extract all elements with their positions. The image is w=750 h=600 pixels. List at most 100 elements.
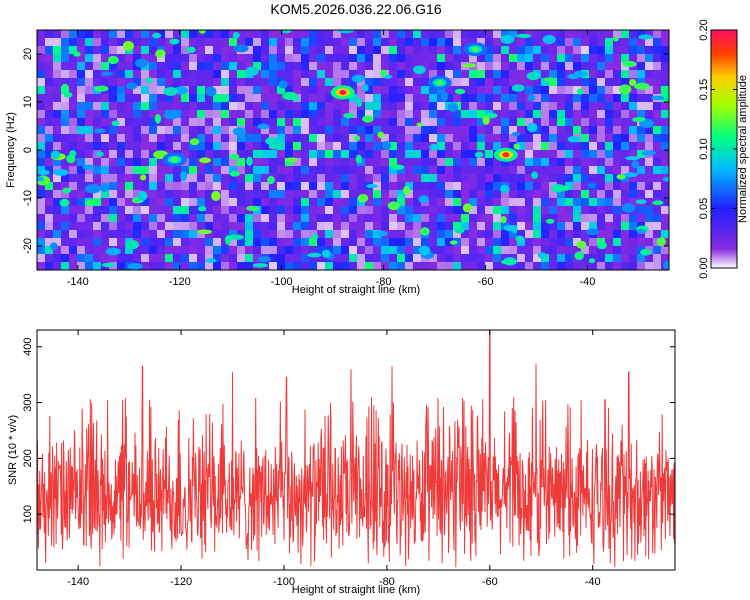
heatmap-cell: [325, 78, 333, 86]
heatmap-cell: [221, 182, 229, 190]
heatmap-cell: [109, 126, 117, 134]
heatmap-cell: [573, 102, 581, 110]
heatmap-cell: [117, 158, 125, 166]
heatmap-cell: [413, 102, 421, 110]
heatmap-cell: [557, 190, 565, 198]
heatmap-cell: [493, 78, 501, 86]
heatmap-cell: [365, 238, 373, 246]
heatmap-cell: [269, 94, 277, 102]
heatmap-cell: [629, 190, 637, 198]
heatmap-cell: [453, 206, 461, 214]
heatmap-cell: [149, 142, 157, 150]
heatmap-cell: [229, 166, 237, 174]
heatmap-cell: [157, 78, 165, 86]
heatmap-cell: [621, 182, 629, 190]
heatmap-cell: [293, 230, 301, 238]
heatmap-cell: [397, 166, 405, 174]
heatmap-cell: [533, 174, 541, 182]
heatmap-cell: [541, 142, 549, 150]
heatmap-cell: [285, 46, 293, 54]
heatmap-cell: [325, 118, 333, 126]
heatmap-cell: [101, 54, 109, 62]
heatmap-cell: [581, 46, 589, 54]
heatmap-cell: [237, 86, 245, 94]
heatmap-cell: [637, 78, 645, 86]
heatmap-cell: [541, 254, 549, 262]
heatmap-cell: [165, 190, 173, 198]
heatmap-cell: [277, 94, 285, 102]
heatmap-cell: [309, 70, 317, 78]
heatmap-cell: [221, 230, 229, 238]
heatmap-cell: [605, 150, 613, 158]
heatmap-cell: [461, 38, 469, 46]
heatmap-cell: [405, 198, 413, 206]
heatmap-cell: [197, 142, 205, 150]
heatmap-cell: [357, 126, 365, 134]
heatmap-cell: [357, 182, 365, 190]
heatmap-cell: [381, 102, 389, 110]
heatmap-cell: [637, 94, 645, 102]
heatmap-cell: [469, 126, 477, 134]
heatmap-cell: [165, 46, 173, 54]
heatmap-cell: [109, 38, 117, 46]
heatmap-cell: [77, 30, 85, 38]
heatmap-cell: [429, 94, 437, 102]
heatmap-cell: [453, 262, 461, 270]
heatmap-cell: [453, 70, 461, 78]
heatmap-cell: [309, 78, 317, 86]
heatmap-cell: [469, 38, 477, 46]
heatmap-cell: [101, 198, 109, 206]
heatmap-cell: [421, 166, 429, 174]
heatmap-cell: [237, 134, 245, 142]
heatmap-cell: [565, 230, 573, 238]
heatmap-cell: [485, 38, 493, 46]
heatmap-cell: [365, 166, 373, 174]
heatmap-cell: [205, 254, 213, 262]
heatmap-cell: [189, 38, 197, 46]
heatmap-cell: [125, 222, 133, 230]
heatmap-cell: [389, 30, 397, 38]
heatmap-cell: [645, 62, 653, 70]
heatmap-cell: [261, 158, 269, 166]
heatmap-cell: [517, 118, 525, 126]
heatmap-cell: [197, 174, 205, 182]
heatmap-cell: [629, 254, 637, 262]
heatmap-cell: [173, 102, 181, 110]
heatmap-cell: [61, 246, 69, 254]
heatmap-cell: [469, 78, 477, 86]
heatmap-cell: [109, 190, 117, 198]
heatmap-cell: [453, 38, 461, 46]
heatmap-cell: [357, 118, 365, 126]
heatmap-cell: [437, 86, 445, 94]
heatmap-cell: [381, 62, 389, 70]
heatmap-cell: [629, 174, 637, 182]
heatmap-blob: [105, 247, 121, 256]
heatmap-cell: [365, 70, 373, 78]
heatmap-cell: [213, 134, 221, 142]
heatmap-cell: [269, 30, 277, 38]
heatmap-cell: [581, 230, 589, 238]
heatmap-cell: [309, 126, 317, 134]
heatmap-cell: [397, 54, 405, 62]
heatmap-cell: [565, 182, 573, 190]
heatmap-cell: [501, 102, 509, 110]
heatmap-cell: [573, 150, 581, 158]
heatmap-cell: [37, 214, 45, 222]
heatmap-cell: [621, 134, 629, 142]
heatmap-cell: [453, 222, 461, 230]
heatmap-cell: [37, 182, 45, 190]
heatmap-cell: [165, 262, 173, 270]
heatmap-cell: [53, 222, 61, 230]
heatmap-cell: [397, 254, 405, 262]
heatmap-cell: [205, 238, 213, 246]
heatmap-cell: [661, 38, 669, 46]
heatmap-cell: [573, 182, 581, 190]
heatmap-cell: [229, 142, 237, 150]
heatmap-cell: [45, 166, 53, 174]
heatmap-cell: [541, 126, 549, 134]
heatmap-cell: [613, 54, 621, 62]
heatmap-cell: [333, 198, 341, 206]
heatmap-cell: [69, 94, 77, 102]
heatmap-cell: [173, 70, 181, 78]
heatmap-cell: [653, 222, 661, 230]
